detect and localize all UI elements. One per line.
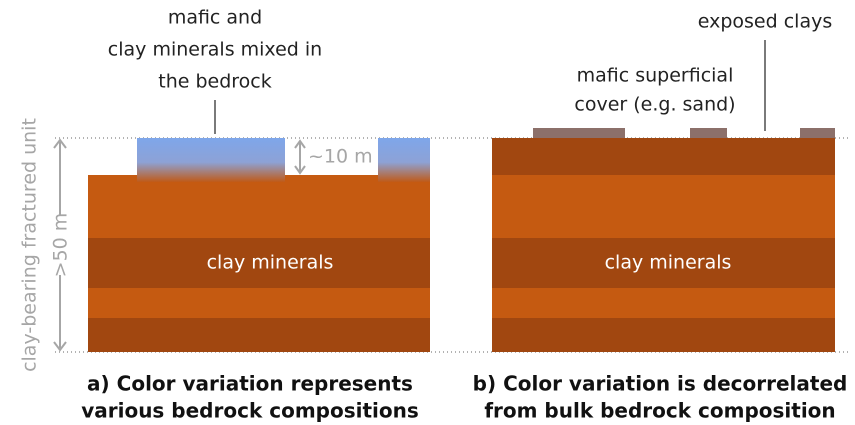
- cover: [690, 128, 727, 138]
- layer: [492, 175, 835, 238]
- cover: [800, 128, 835, 138]
- annotation: mafic superficial: [577, 65, 734, 87]
- layer: [492, 238, 835, 288]
- annotation: clay minerals mixed in: [108, 39, 322, 61]
- layer: [492, 288, 835, 318]
- layer: [492, 138, 835, 175]
- layer: [88, 238, 430, 288]
- caption: b) Color variation is decorrelated: [473, 372, 848, 396]
- annotation: the bedrock: [158, 71, 272, 93]
- annotation: exposed clays: [698, 11, 832, 33]
- arrow-heads: [53, 138, 67, 352]
- depth-label: >50 m: [50, 213, 72, 278]
- mafic-block: [378, 138, 430, 182]
- layer: [88, 288, 430, 318]
- caption: various bedrock compositions: [81, 399, 419, 423]
- mafic-block: [137, 138, 285, 182]
- panel-b: mafic superficial cover (e.g. sand) expo…: [473, 11, 848, 423]
- side-label: clay-bearing fractured unit: [19, 118, 41, 372]
- label-bg: [50, 215, 70, 275]
- caption: a) Color variation represents: [87, 372, 413, 396]
- cover: [533, 128, 625, 138]
- thickness-label: ~10 m: [308, 146, 373, 168]
- center-label: clay minerals: [605, 252, 732, 274]
- annotation: mafic and: [168, 7, 262, 29]
- layer: [88, 175, 430, 238]
- caption: from bulk bedrock composition: [484, 399, 835, 423]
- layer: [88, 318, 430, 352]
- annotation: cover (e.g. sand): [574, 94, 735, 116]
- layer: [492, 318, 835, 352]
- arrow-heads: [294, 139, 306, 175]
- panel-a: ~10 m mafic and clay minerals mixed in t…: [81, 7, 430, 423]
- center-label: clay minerals: [207, 252, 334, 274]
